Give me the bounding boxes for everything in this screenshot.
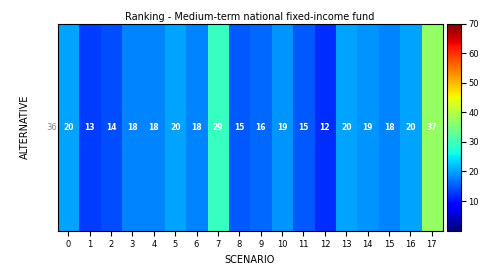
Text: 19: 19 bbox=[277, 123, 287, 132]
Text: 12: 12 bbox=[320, 123, 330, 132]
Text: 14: 14 bbox=[106, 123, 116, 132]
Text: 18: 18 bbox=[384, 123, 394, 132]
Text: 18: 18 bbox=[148, 123, 159, 132]
Text: 18: 18 bbox=[127, 123, 138, 132]
X-axis label: SCENARIO: SCENARIO bbox=[225, 255, 275, 265]
Text: 19: 19 bbox=[362, 123, 373, 132]
Text: 20: 20 bbox=[405, 123, 415, 132]
Title: Ranking - Medium-term national fixed-income fund: Ranking - Medium-term national fixed-inc… bbox=[126, 12, 374, 22]
Text: 37: 37 bbox=[426, 123, 437, 132]
Text: 15: 15 bbox=[234, 123, 244, 132]
Text: 20: 20 bbox=[341, 123, 351, 132]
Text: 18: 18 bbox=[191, 123, 202, 132]
Text: 20: 20 bbox=[63, 123, 74, 132]
Y-axis label: ALTERNATIVE: ALTERNATIVE bbox=[20, 95, 30, 159]
Text: 36: 36 bbox=[47, 123, 58, 132]
Text: 13: 13 bbox=[84, 123, 95, 132]
Text: 29: 29 bbox=[212, 123, 223, 132]
Text: 16: 16 bbox=[256, 123, 266, 132]
Text: 20: 20 bbox=[170, 123, 180, 132]
Text: 15: 15 bbox=[298, 123, 308, 132]
